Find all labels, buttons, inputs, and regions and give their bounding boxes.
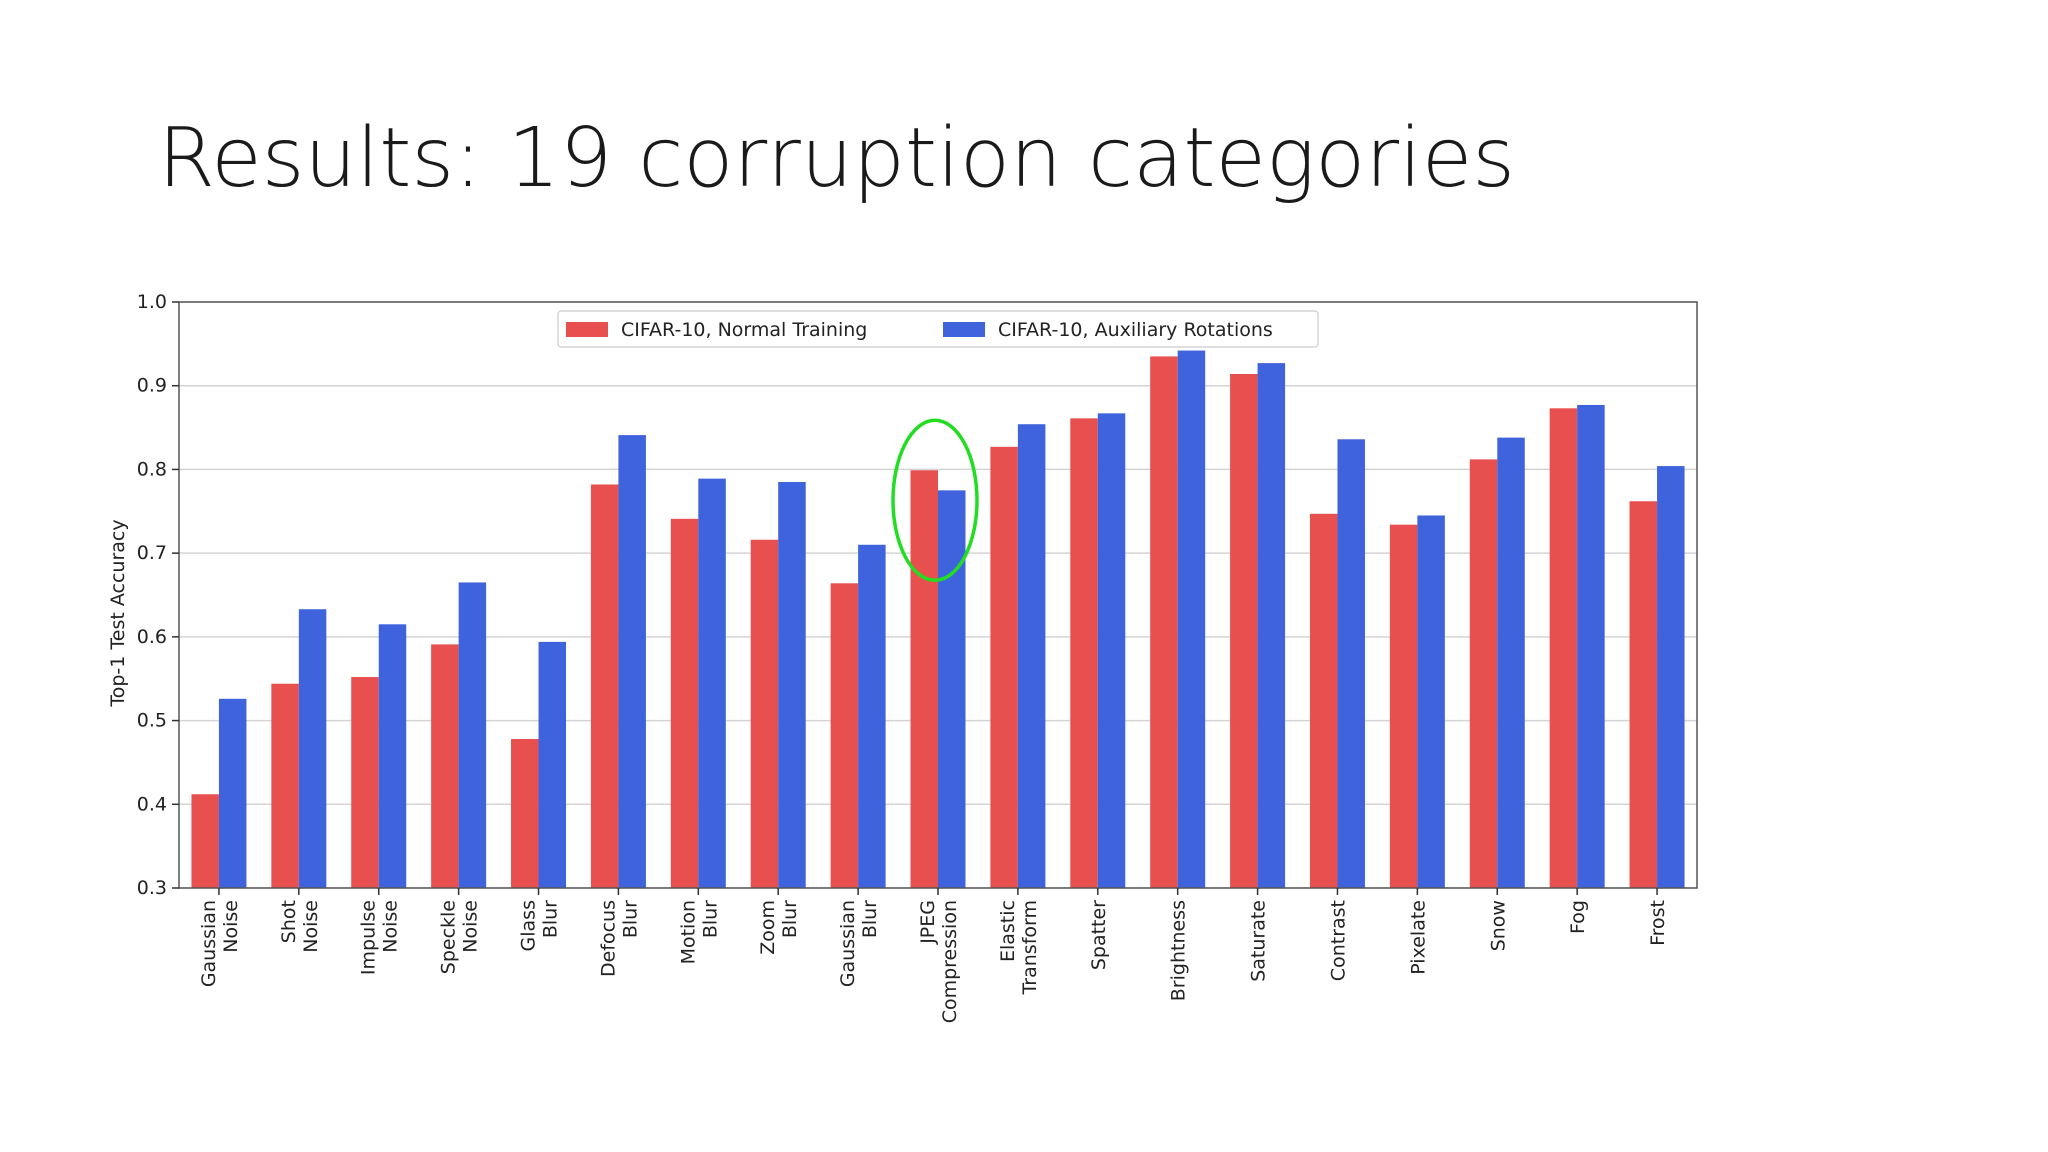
- x-category-label: Defocus: [597, 900, 619, 977]
- y-axis-ticks: 0.3 0.4 0.5 0.6 0.7 0.8 0.9 1.0: [137, 291, 179, 899]
- x-category-label: Noise: [220, 900, 242, 953]
- y-tick-label: 0.4: [137, 793, 167, 815]
- bar-auxiliary-rotations: [1257, 363, 1286, 888]
- x-category-label: Compression: [939, 900, 961, 1023]
- x-category-label: Spatter: [1088, 900, 1110, 970]
- x-category-label: Elastic: [997, 900, 1019, 962]
- x-category-label: Zoom: [757, 900, 779, 955]
- legend: CIFAR-10, Normal Training CIFAR-10, Auxil…: [557, 310, 1319, 348]
- bar-auxiliary-rotations: [698, 478, 726, 888]
- x-category-label: Brightness: [1168, 900, 1190, 1001]
- bar-normal-training: [1150, 356, 1178, 888]
- x-category-label: Contrast: [1327, 900, 1349, 981]
- legend-swatch-auxiliary-rotations: [943, 322, 985, 337]
- x-category-label: Blur: [699, 900, 721, 938]
- x-category-label: Saturate: [1248, 900, 1270, 982]
- y-tick-label: 1.0: [137, 291, 167, 313]
- bar-auxiliary-rotations: [1417, 515, 1445, 888]
- bar-normal-training: [750, 539, 779, 888]
- bar-normal-training: [1070, 418, 1098, 888]
- y-axis-title: Top-1 Test Accuracy: [107, 519, 129, 707]
- bar-normal-training: [1549, 408, 1578, 888]
- bar-auxiliary-rotations: [778, 481, 806, 888]
- x-category-label: Noise: [460, 900, 482, 953]
- x-category-label: Transform: [1019, 900, 1041, 996]
- bar-normal-training: [830, 583, 859, 888]
- bar-normal-training: [670, 518, 699, 888]
- x-category-label: Fog: [1567, 900, 1589, 934]
- bar-normal-training: [431, 644, 459, 888]
- highlight-ellipse: [891, 418, 979, 583]
- y-tick-label: 0.3: [137, 877, 167, 899]
- x-category-label: Motion: [677, 900, 699, 964]
- bars: [191, 350, 1685, 889]
- bar-normal-training: [191, 794, 219, 888]
- x-category-label: Blur: [540, 900, 562, 938]
- bar-auxiliary-rotations: [218, 698, 247, 888]
- bar-auxiliary-rotations: [298, 609, 327, 888]
- bar-normal-training: [271, 683, 299, 888]
- x-category-label: Gaussian: [837, 900, 859, 987]
- bar-normal-training: [1389, 524, 1418, 888]
- x-category-label: Shot: [278, 900, 300, 943]
- bar-auxiliary-rotations: [1097, 413, 1126, 888]
- bar-auxiliary-rotations: [1657, 466, 1685, 888]
- bar-auxiliary-rotations: [458, 582, 487, 888]
- bar-normal-training: [1629, 501, 1658, 888]
- y-tick-label: 0.5: [137, 710, 167, 732]
- legend-swatch-normal-training: [566, 322, 608, 337]
- bar-auxiliary-rotations: [1017, 424, 1046, 888]
- bar-normal-training: [1309, 513, 1338, 888]
- y-tick-label: 0.8: [137, 458, 167, 480]
- annotations: [891, 418, 979, 583]
- bar-normal-training: [1230, 373, 1258, 889]
- bar-auxiliary-rotations: [378, 624, 407, 888]
- bar-auxiliary-rotations: [1177, 350, 1206, 888]
- legend-box: [557, 310, 1319, 348]
- x-category-label: Gaussian: [198, 900, 220, 987]
- x-axis-ticks: Gaussian Noise Shot Noise Impulse Noise Speckl…: [198, 888, 1669, 1023]
- bar-auxiliary-rotations: [618, 435, 646, 888]
- bar-auxiliary-rotations: [538, 641, 567, 888]
- legend-label: CIFAR-10, Normal Training: [621, 319, 867, 341]
- x-category-label: Speckle: [438, 900, 460, 974]
- x-category-label: Noise: [300, 900, 322, 953]
- x-category-label: Noise: [380, 900, 402, 953]
- y-tick-label: 0.9: [137, 375, 167, 397]
- x-category-label: JPEG: [917, 900, 939, 945]
- bar-normal-training: [910, 470, 938, 888]
- bar-auxiliary-rotations: [1337, 439, 1365, 888]
- x-category-label: Glass: [518, 900, 540, 951]
- bar-normal-training: [590, 484, 619, 888]
- x-category-label: Pixelate: [1407, 900, 1429, 975]
- x-category-label: Blur: [779, 900, 801, 938]
- bar-auxiliary-rotations: [858, 544, 886, 888]
- legend-label: CIFAR-10, Auxiliary Rotations: [998, 319, 1273, 341]
- x-category-label: Blur: [619, 900, 641, 938]
- x-category-label: Frost: [1647, 900, 1669, 946]
- bar-normal-training: [1469, 459, 1498, 888]
- slide-title: Results: 19 corruption categories: [158, 111, 1516, 206]
- x-category-label: Snow: [1487, 900, 1509, 951]
- x-category-label: Blur: [859, 900, 881, 938]
- bar-normal-training: [511, 738, 539, 888]
- bar-auxiliary-rotations: [1577, 404, 1605, 888]
- y-tick-label: 0.6: [137, 626, 167, 648]
- x-category-label: Impulse: [358, 900, 380, 975]
- bar-normal-training: [990, 446, 1018, 888]
- bar-auxiliary-rotations: [938, 490, 966, 888]
- bar-normal-training: [351, 677, 379, 888]
- bar-auxiliary-rotations: [1497, 437, 1525, 888]
- y-tick-label: 0.7: [137, 542, 167, 564]
